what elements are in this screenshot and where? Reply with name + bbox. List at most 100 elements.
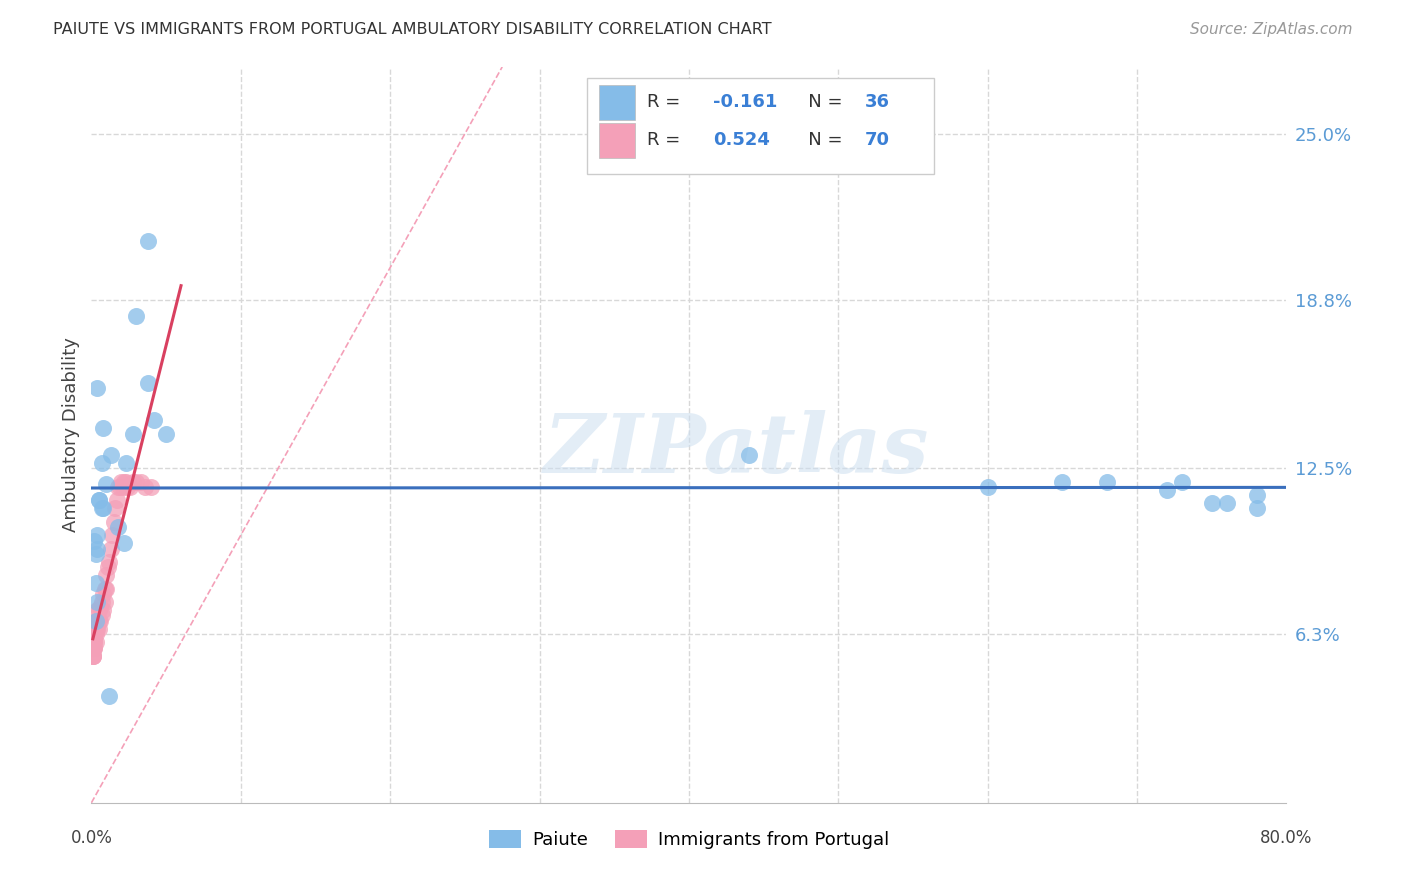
- Point: [86, 381, 108, 395]
- Point: [1246, 488, 1268, 502]
- Point: [976, 480, 998, 494]
- Point: [1171, 475, 1194, 489]
- Point: [114, 475, 136, 489]
- Point: [84, 627, 107, 641]
- Y-axis label: Ambulatory Disability: Ambulatory Disability: [62, 337, 80, 533]
- Text: -0.161: -0.161: [713, 94, 778, 112]
- Point: [86, 603, 108, 617]
- Text: 0.0%: 0.0%: [70, 829, 112, 847]
- Point: [82, 630, 104, 644]
- Point: [83, 627, 105, 641]
- Point: [1201, 496, 1223, 510]
- FancyBboxPatch shape: [599, 123, 636, 158]
- Point: [136, 376, 159, 390]
- Point: [100, 541, 122, 556]
- Legend: Paiute, Immigrants from Portugal: Paiute, Immigrants from Portugal: [481, 822, 897, 856]
- Point: [94, 582, 117, 596]
- Point: [83, 533, 105, 548]
- Point: [104, 501, 127, 516]
- Point: [87, 622, 110, 636]
- Point: [1246, 501, 1268, 516]
- Text: ZIPatlas: ZIPatlas: [544, 409, 929, 490]
- Point: [87, 493, 110, 508]
- Point: [82, 635, 104, 649]
- FancyBboxPatch shape: [599, 85, 636, 120]
- Point: [90, 595, 112, 609]
- Point: [82, 640, 104, 655]
- Point: [83, 640, 105, 655]
- Point: [86, 622, 108, 636]
- Text: PAIUTE VS IMMIGRANTS FROM PORTUGAL AMBULATORY DISABILITY CORRELATION CHART: PAIUTE VS IMMIGRANTS FROM PORTUGAL AMBUL…: [53, 22, 772, 37]
- Point: [86, 595, 108, 609]
- Point: [100, 448, 122, 462]
- Point: [115, 480, 138, 494]
- Point: [82, 635, 104, 649]
- Point: [84, 614, 107, 628]
- Text: R =: R =: [647, 94, 686, 112]
- Point: [93, 587, 115, 601]
- Point: [93, 501, 115, 516]
- Point: [86, 528, 108, 542]
- Point: [136, 234, 159, 248]
- Point: [87, 614, 110, 628]
- Point: [737, 448, 759, 462]
- Point: [82, 635, 104, 649]
- Point: [108, 480, 131, 494]
- Point: [83, 630, 105, 644]
- Point: [83, 622, 105, 636]
- Text: 80.0%: 80.0%: [1260, 829, 1313, 847]
- Point: [96, 477, 118, 491]
- Text: N =: N =: [790, 94, 848, 112]
- FancyBboxPatch shape: [588, 78, 934, 174]
- Point: [84, 614, 107, 628]
- Point: [122, 475, 145, 489]
- Point: [83, 635, 105, 649]
- Point: [1052, 475, 1074, 489]
- Point: [134, 480, 156, 494]
- Point: [112, 475, 135, 489]
- Point: [82, 635, 104, 649]
- Point: [105, 493, 128, 508]
- Point: [82, 635, 104, 649]
- Point: [112, 536, 135, 550]
- Point: [141, 480, 163, 494]
- Point: [110, 475, 132, 489]
- Point: [84, 576, 107, 591]
- Point: [96, 568, 118, 582]
- Point: [84, 635, 107, 649]
- Point: [143, 413, 166, 427]
- Point: [83, 640, 105, 655]
- Point: [82, 640, 104, 655]
- Point: [82, 648, 104, 663]
- Point: [120, 480, 142, 494]
- Point: [87, 493, 110, 508]
- Point: [101, 528, 124, 542]
- Point: [1216, 496, 1239, 510]
- Point: [122, 426, 145, 441]
- Text: 36: 36: [865, 94, 890, 112]
- Point: [103, 515, 125, 529]
- Point: [97, 560, 120, 574]
- Point: [96, 582, 118, 596]
- Point: [1156, 483, 1178, 497]
- Point: [1097, 475, 1119, 489]
- Point: [155, 426, 177, 441]
- Text: 0.524: 0.524: [713, 131, 769, 150]
- Point: [86, 614, 108, 628]
- Point: [86, 541, 108, 556]
- Point: [82, 640, 104, 655]
- Point: [89, 614, 111, 628]
- Point: [84, 622, 107, 636]
- Point: [107, 480, 129, 494]
- Point: [82, 630, 104, 644]
- Text: 70: 70: [865, 131, 890, 150]
- Point: [84, 547, 107, 561]
- Point: [114, 456, 136, 470]
- Point: [98, 689, 121, 703]
- Point: [82, 635, 104, 649]
- Point: [94, 595, 117, 609]
- Point: [83, 635, 105, 649]
- Text: N =: N =: [790, 131, 848, 150]
- Point: [93, 603, 115, 617]
- Point: [107, 520, 129, 534]
